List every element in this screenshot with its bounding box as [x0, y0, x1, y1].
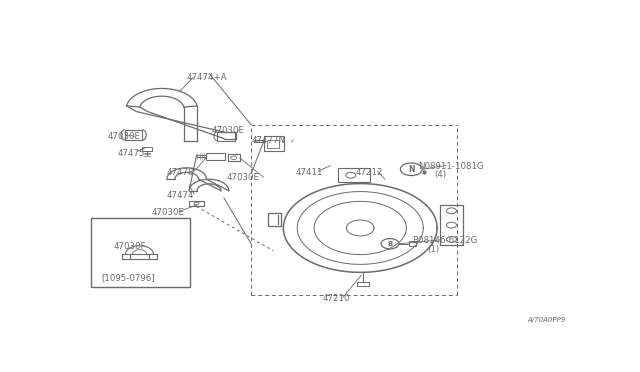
Bar — [440, 205, 463, 245]
Bar — [267, 140, 280, 148]
Text: A/70A0PP9: A/70A0PP9 — [528, 317, 566, 323]
Text: 47030E: 47030E — [227, 173, 259, 182]
Text: 47478: 47478 — [167, 168, 195, 177]
Text: 47210: 47210 — [323, 294, 351, 303]
Bar — [228, 154, 240, 161]
Bar — [91, 218, 190, 287]
Bar — [207, 153, 225, 160]
Text: 47212: 47212 — [355, 168, 383, 177]
Text: (4): (4) — [435, 170, 447, 179]
Text: B08146-6122G: B08146-6122G — [412, 236, 477, 246]
Bar — [409, 241, 416, 246]
Text: 47411: 47411 — [296, 168, 323, 177]
Bar — [142, 147, 152, 151]
Text: (1): (1) — [428, 245, 439, 254]
Text: N: N — [408, 165, 415, 174]
Text: 47030E: 47030E — [108, 132, 140, 141]
Text: 47030E: 47030E — [152, 208, 185, 217]
Bar — [264, 136, 284, 151]
Text: 47474: 47474 — [167, 190, 195, 199]
Text: 47475: 47475 — [117, 149, 145, 158]
Text: 47030E: 47030E — [211, 126, 244, 135]
Text: 47030F: 47030F — [114, 242, 146, 251]
Text: N08911-1081G: N08911-1081G — [419, 162, 484, 171]
Text: B: B — [387, 241, 392, 247]
Bar — [218, 132, 236, 141]
Text: 47474+A: 47474+A — [187, 73, 227, 82]
Text: [1095-0796]: [1095-0796] — [101, 273, 154, 283]
Text: 47477N: 47477N — [251, 136, 285, 145]
Bar — [125, 130, 143, 140]
Bar — [189, 201, 205, 206]
Bar — [356, 282, 369, 286]
Bar — [338, 169, 370, 182]
